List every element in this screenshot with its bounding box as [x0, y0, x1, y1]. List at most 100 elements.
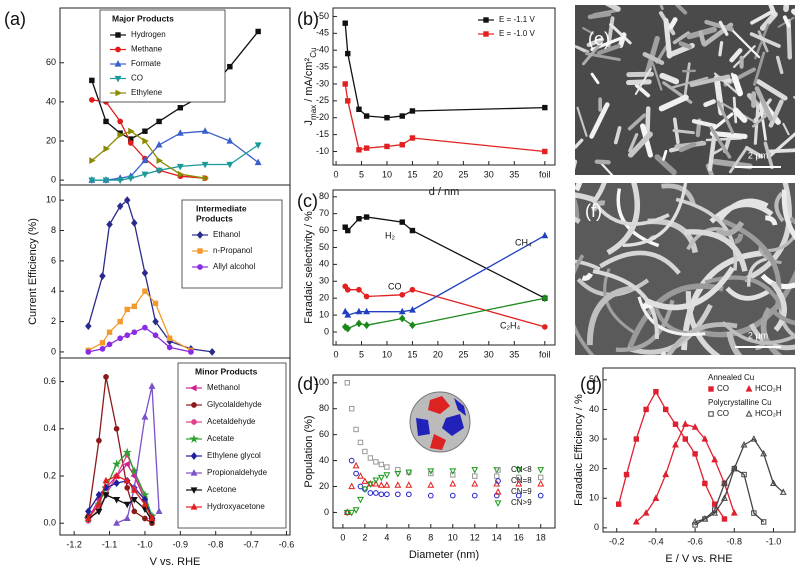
legend-label: CN=9: [511, 487, 532, 496]
rod: [628, 133, 639, 153]
rod: [645, 35, 660, 75]
x-tick-label: 10: [382, 169, 392, 179]
marker: [114, 75, 122, 83]
marker: [730, 464, 738, 472]
series-line: [91, 99, 206, 179]
legend-label: Ethanol: [213, 230, 240, 239]
series-label: H₂: [385, 230, 395, 240]
inset-facet: [430, 434, 446, 450]
marker: [176, 163, 184, 171]
marker: [103, 374, 109, 380]
marker: [357, 496, 364, 504]
x-tick-label: 20: [433, 349, 443, 359]
marker: [95, 500, 103, 507]
rod: [775, 55, 784, 75]
y-tick-label: -30: [316, 78, 329, 88]
marker: [691, 518, 699, 525]
legend-label: E = -1.1 V: [499, 15, 535, 24]
marker: [152, 317, 159, 326]
legend-label: Formate: [131, 59, 161, 68]
wire: [760, 273, 795, 290]
marker: [124, 332, 131, 339]
marker: [85, 349, 92, 355]
marker: [88, 177, 96, 185]
marker: [131, 303, 138, 310]
x-tick-label: 20: [433, 169, 443, 179]
marker: [362, 448, 368, 455]
marker: [367, 455, 374, 461]
marker: [114, 60, 122, 67]
marker: [141, 269, 149, 277]
marker: [141, 500, 149, 507]
marker: [449, 492, 456, 499]
wire: [765, 215, 778, 226]
series-line: [344, 216, 546, 299]
marker: [471, 467, 479, 474]
marker: [189, 434, 199, 443]
marker: [96, 437, 102, 444]
marker: [516, 474, 522, 481]
rod: [753, 51, 766, 86]
y-tick-label: 10: [46, 195, 56, 205]
y-tick-label: 0: [324, 326, 329, 336]
marker: [342, 81, 348, 87]
marker: [708, 386, 714, 392]
marker: [427, 492, 434, 499]
marker: [541, 231, 549, 239]
rod: [744, 146, 764, 159]
inset-facet: [454, 398, 466, 416]
panel-label: (c): [297, 191, 318, 211]
marker: [427, 468, 435, 475]
marker: [372, 477, 380, 484]
marker: [255, 28, 261, 35]
y-tick-label: 80: [319, 191, 329, 201]
marker: [348, 482, 356, 490]
marker: [141, 171, 149, 179]
marker: [428, 470, 434, 477]
series-line: [91, 130, 259, 181]
y-tick-label: 60: [46, 57, 56, 67]
marker: [344, 311, 352, 318]
wire: [726, 331, 743, 355]
marker: [383, 472, 391, 479]
marker: [357, 439, 364, 446]
marker: [122, 447, 132, 457]
y-axis-label: Current Efficiency (%): [27, 218, 39, 325]
legend-label: CN>9: [511, 498, 532, 507]
rod: [642, 52, 665, 66]
marker: [106, 341, 113, 348]
marker: [721, 494, 728, 501]
marker: [632, 518, 640, 525]
marker: [197, 264, 203, 270]
legend-box: [99, 9, 226, 103]
wire: [716, 198, 769, 224]
legend-box: [181, 199, 283, 289]
marker: [106, 220, 113, 229]
marker: [409, 227, 416, 234]
marker: [399, 113, 405, 119]
marker: [341, 307, 349, 315]
wire: [715, 220, 745, 237]
x-tick-label: 10: [448, 532, 458, 542]
wire: [721, 320, 795, 345]
marker: [115, 89, 122, 97]
wire: [760, 306, 783, 355]
rod: [670, 76, 709, 89]
panel-label: (f): [585, 201, 602, 221]
marker: [701, 515, 709, 522]
y-tick-label: -25: [316, 95, 329, 105]
marker: [378, 491, 385, 498]
panel-label: (d): [297, 374, 319, 394]
marker: [113, 519, 121, 526]
marker: [384, 115, 390, 121]
rod: [575, 138, 584, 149]
rod: [782, 15, 791, 28]
y-tick-label: 60: [319, 225, 329, 235]
plot-frame: [332, 374, 556, 529]
x-tick-label: 0: [334, 169, 339, 179]
marker: [682, 436, 688, 442]
wire: [603, 267, 639, 336]
marker: [399, 291, 406, 298]
y-axis-label-part: max: [309, 105, 318, 120]
y-tick-label: 0.2: [43, 470, 56, 480]
